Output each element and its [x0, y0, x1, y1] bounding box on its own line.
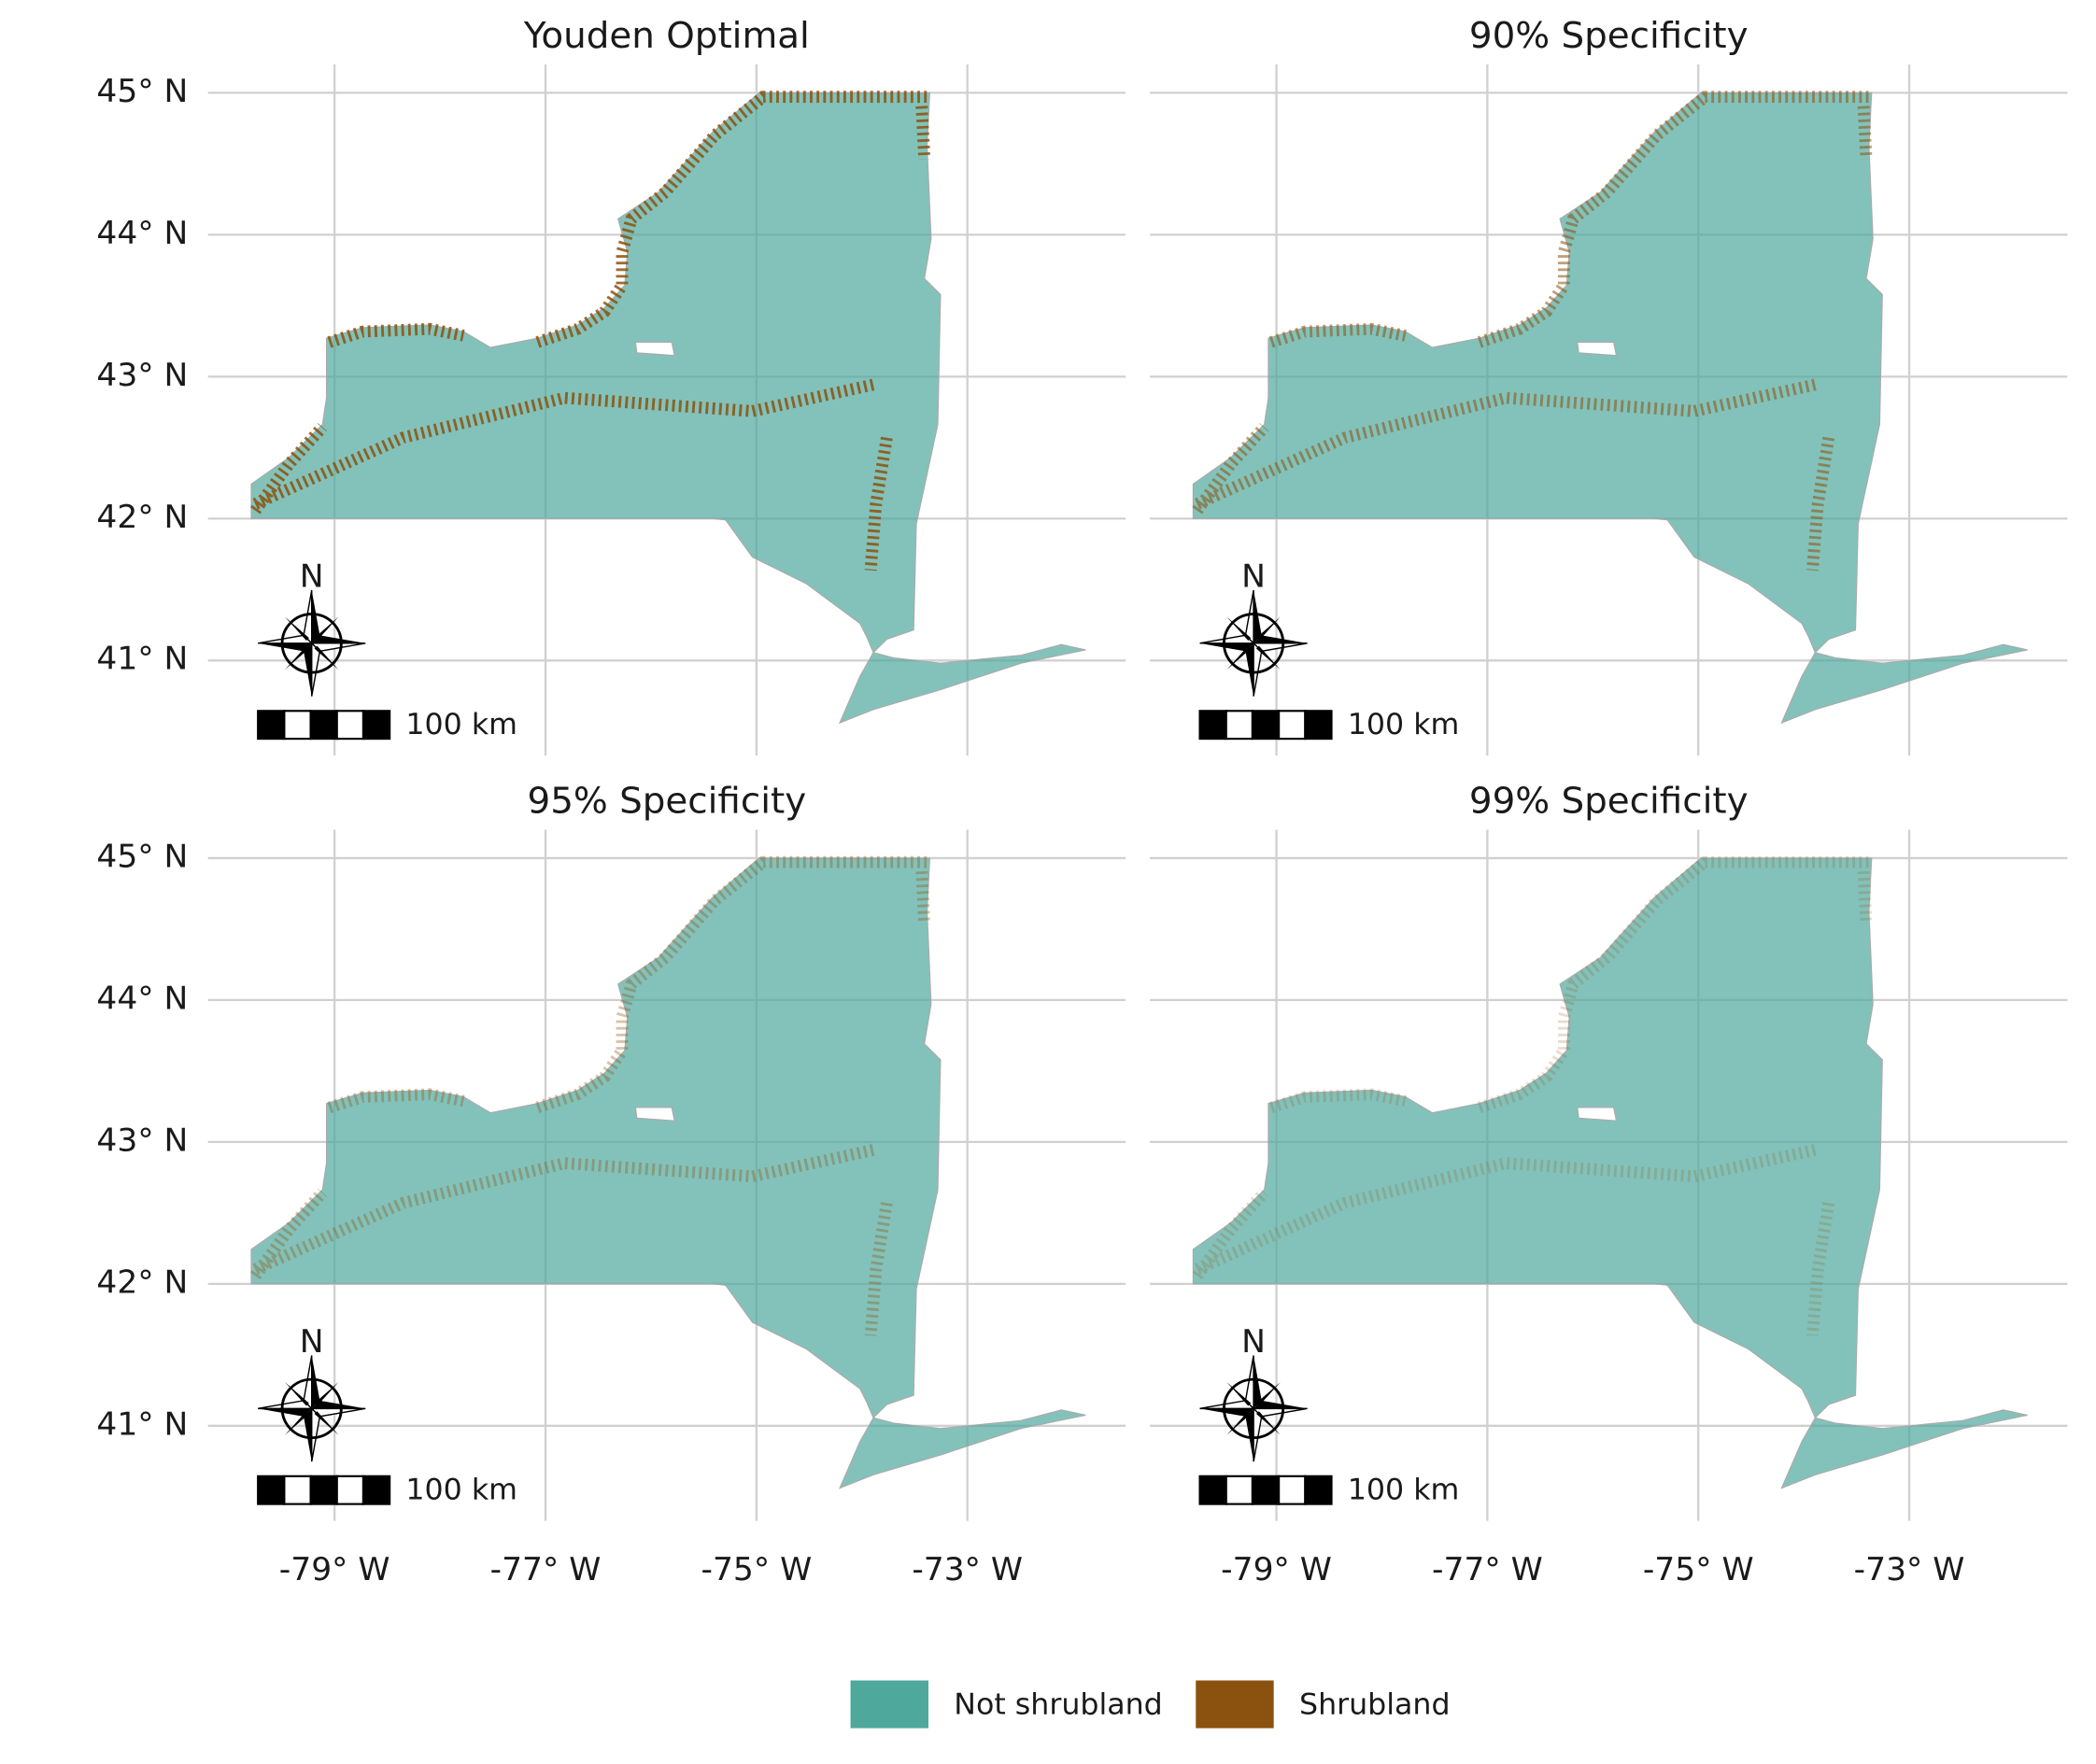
y-tick-label: 41° N	[96, 641, 188, 678]
scale-bar-label: 100 km	[1348, 708, 1460, 741]
north-arrow	[1198, 588, 1310, 699]
y-tick-label: 42° N	[96, 1263, 188, 1301]
scale-bar-segment	[1251, 1475, 1281, 1505]
legend-swatch	[850, 1680, 928, 1729]
map-panel: 95% Specificity 41° N 42° N 43° N 44° N 45° N…	[96, 781, 1126, 1588]
y-tick-label: 41° N	[96, 1405, 188, 1443]
scale-bar-segment	[1198, 1475, 1227, 1505]
scale-bar-segment	[335, 710, 365, 741]
north-arrow	[256, 1354, 367, 1463]
y-tick-label: 44° N	[96, 981, 188, 1018]
scale-bar-segment	[257, 1475, 286, 1505]
scale-bar-segment	[283, 710, 312, 741]
scale-bar-segment	[283, 1475, 312, 1505]
scale-bar-segment	[1304, 710, 1333, 741]
map-panel: Youden Optimal 41° N 42° N 43° N 44° N 45° N N…	[96, 15, 1126, 756]
scale-bar-segment	[1225, 710, 1254, 741]
north-arrow-label: N	[1241, 1323, 1266, 1361]
x-tick-label: -79° W	[1221, 1551, 1332, 1588]
scale-bar-segment	[1278, 1475, 1307, 1505]
scale-bar-label: 100 km	[405, 1474, 517, 1507]
panel-title: 99% Specificity	[1469, 781, 1749, 823]
y-tick-label: 43° N	[96, 1122, 188, 1160]
x-tick-label: -77° W	[1432, 1551, 1543, 1588]
map-panel: 99% Specificity -79° W -77° W -75° W -73° W N…	[1150, 781, 2068, 1588]
north-arrow-label: N	[300, 1323, 324, 1361]
panel-title: 90% Specificity	[1469, 15, 1749, 57]
scale-bar-segment	[1304, 1475, 1333, 1505]
north-arrow-label: N	[1241, 558, 1266, 596]
scale-bar-segment	[1251, 710, 1281, 741]
y-tick-label: 45° N	[96, 839, 188, 876]
y-tick-label: 44° N	[96, 215, 188, 252]
north-arrow	[1198, 1354, 1310, 1463]
x-tick-label: -79° W	[279, 1551, 390, 1588]
scale-bar-segment	[309, 710, 338, 741]
scale-bar-label: 100 km	[1348, 1474, 1460, 1507]
scale-bar-segment	[1198, 710, 1227, 741]
panel-title: 95% Specificity	[528, 781, 807, 823]
legend-swatch	[1196, 1680, 1274, 1729]
x-tick-label: -77° W	[490, 1551, 602, 1588]
scale-bar-segment	[1225, 1475, 1254, 1505]
panel-title: Youden Optimal	[523, 15, 810, 57]
scale-bar-segment	[257, 710, 286, 741]
legend-label: Not shrubland	[954, 1688, 1162, 1722]
x-tick-label: -73° W	[912, 1551, 1023, 1588]
scale-bar-segment	[335, 1475, 365, 1505]
scale-bar-label: 100 km	[405, 708, 517, 741]
legend-label: Shrubland	[1299, 1688, 1451, 1722]
north-arrow	[256, 588, 367, 699]
x-tick-label: -73° W	[1854, 1551, 1965, 1588]
x-tick-label: -75° W	[1643, 1551, 1754, 1588]
north-arrow-label: N	[300, 558, 324, 596]
y-tick-label: 42° N	[96, 499, 188, 536]
y-tick-label: 43° N	[96, 357, 188, 394]
scale-bar-segment	[1278, 710, 1307, 741]
map-panel: 90% Specificity N 100 km	[1150, 15, 2068, 756]
scale-bar-segment	[361, 1475, 391, 1505]
scale-bar-segment	[309, 1475, 338, 1505]
y-tick-label: 45° N	[96, 73, 188, 110]
x-tick-label: -75° W	[701, 1551, 812, 1588]
scale-bar-segment	[361, 710, 391, 741]
